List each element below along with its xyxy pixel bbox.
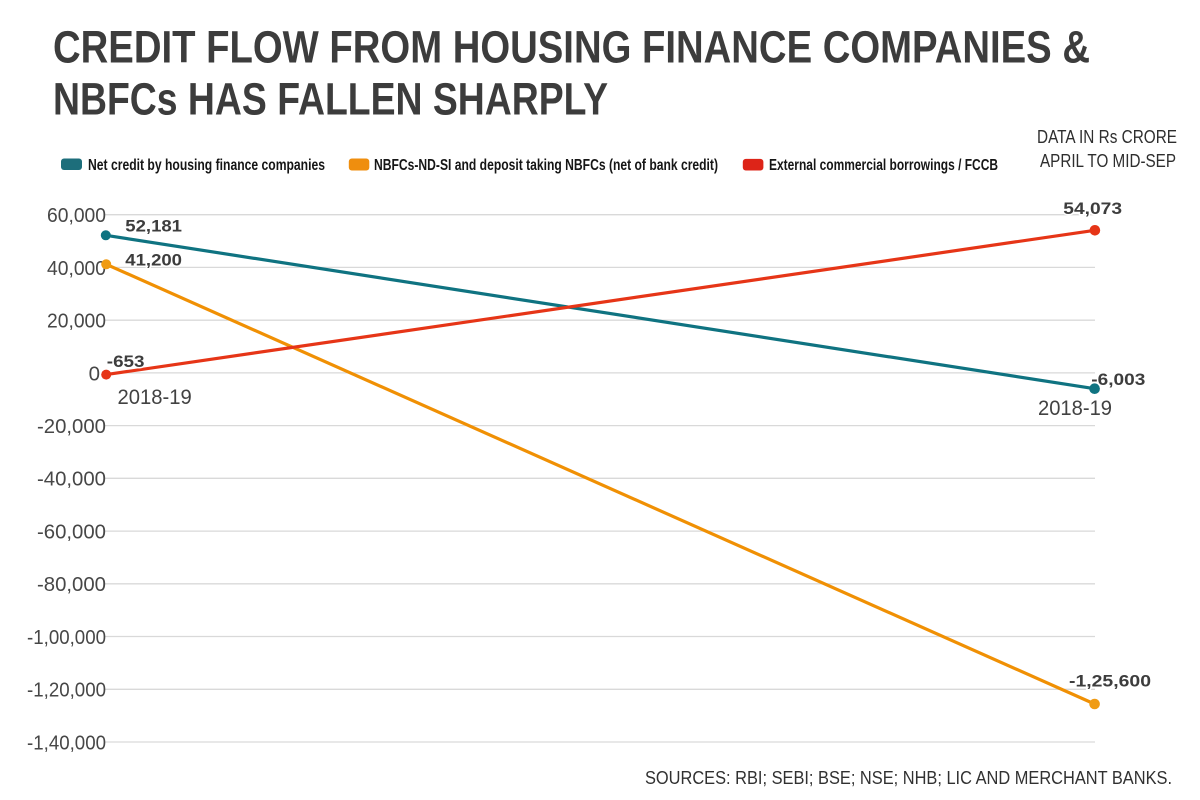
svg-text:2018-19: 2018-19 xyxy=(1038,396,1112,420)
svg-text:DATA IN Rs CRORE: DATA IN Rs CRORE xyxy=(1037,127,1177,147)
svg-text:External commercial borrowings: External commercial borrowings / FCCB xyxy=(769,157,998,174)
svg-text:-1,00,000: -1,00,000 xyxy=(27,626,106,649)
svg-text:-653: -653 xyxy=(107,352,145,371)
svg-text:-1,40,000: -1,40,000 xyxy=(27,731,106,754)
svg-text:2018-19: 2018-19 xyxy=(118,385,192,409)
svg-text:-20,000: -20,000 xyxy=(37,415,106,438)
svg-text:40,000: 40,000 xyxy=(47,257,106,280)
svg-text:-1,20,000: -1,20,000 xyxy=(27,679,106,702)
svg-text:NBFCs HAS FALLEN SHARPLY: NBFCs HAS FALLEN SHARPLY xyxy=(53,73,608,124)
svg-text:-6,003: -6,003 xyxy=(1091,370,1145,389)
svg-text:NBFCs-ND-SI and deposit taking: NBFCs-ND-SI and deposit taking NBFCs (ne… xyxy=(374,157,718,174)
svg-text:20,000: 20,000 xyxy=(47,310,106,333)
svg-text:-60,000: -60,000 xyxy=(37,521,106,544)
svg-text:Net credit by housing finance: Net credit by housing finance companies xyxy=(88,157,325,174)
svg-text:SOURCES: RBI; SEBI; BSE; NSE;: SOURCES: RBI; SEBI; BSE; NSE; NHB; LIC A… xyxy=(645,767,1172,788)
svg-text:0: 0 xyxy=(89,362,100,385)
svg-text:60,000: 60,000 xyxy=(47,204,106,227)
svg-text:CREDIT FLOW FROM HOUSING FINAN: CREDIT FLOW FROM HOUSING FINANCE COMPANI… xyxy=(53,22,1090,73)
svg-text:54,073: 54,073 xyxy=(1063,199,1122,218)
svg-text:-80,000: -80,000 xyxy=(37,573,106,596)
svg-text:41,200: 41,200 xyxy=(125,250,182,269)
svg-text:-40,000: -40,000 xyxy=(37,468,106,491)
svg-text:52,181: 52,181 xyxy=(125,217,182,236)
svg-text:-1,25,600: -1,25,600 xyxy=(1069,672,1151,691)
svg-text:APRIL TO MID-SEP: APRIL TO MID-SEP xyxy=(1040,151,1176,171)
